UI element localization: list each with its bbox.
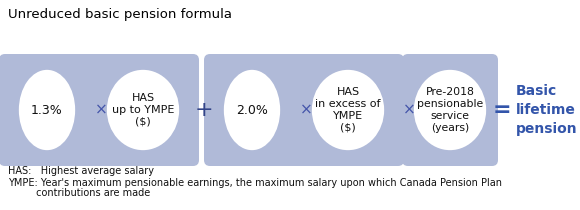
Text: 1.3%: 1.3% bbox=[31, 104, 63, 117]
Text: Unreduced basic pension formula: Unreduced basic pension formula bbox=[8, 8, 232, 21]
FancyBboxPatch shape bbox=[402, 54, 498, 166]
Text: ×: × bbox=[95, 102, 107, 118]
Text: ×: × bbox=[300, 102, 313, 118]
Ellipse shape bbox=[223, 69, 281, 151]
Text: 2.0%: 2.0% bbox=[236, 104, 268, 117]
Text: ×: × bbox=[403, 102, 415, 118]
FancyBboxPatch shape bbox=[204, 54, 404, 166]
Text: =: = bbox=[492, 100, 512, 120]
Text: HAS:   Highest average salary: HAS: Highest average salary bbox=[8, 166, 154, 176]
Text: contributions are made: contributions are made bbox=[8, 188, 150, 198]
Ellipse shape bbox=[413, 69, 487, 151]
Text: Basic
lifetime
pension: Basic lifetime pension bbox=[516, 84, 578, 136]
Text: HAS
in excess of
YMPE
($): HAS in excess of YMPE ($) bbox=[316, 87, 380, 133]
FancyBboxPatch shape bbox=[0, 54, 199, 166]
Ellipse shape bbox=[311, 69, 385, 151]
Ellipse shape bbox=[18, 69, 76, 151]
Text: HAS
up to YMPE
($): HAS up to YMPE ($) bbox=[112, 93, 174, 127]
Text: +: + bbox=[195, 100, 213, 120]
Text: Pre-2018
pensionable
service
(years): Pre-2018 pensionable service (years) bbox=[417, 87, 483, 133]
Text: YMPE: Year's maximum pensionable earnings, the maximum salary upon which Canada : YMPE: Year's maximum pensionable earning… bbox=[8, 178, 502, 188]
Ellipse shape bbox=[106, 69, 180, 151]
